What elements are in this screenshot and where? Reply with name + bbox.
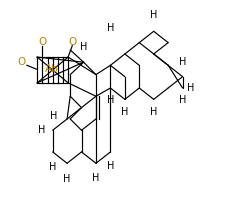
- Text: H: H: [187, 83, 195, 93]
- Text: O: O: [68, 37, 76, 47]
- Text: O: O: [38, 37, 47, 47]
- Text: H: H: [38, 125, 45, 135]
- Text: H: H: [49, 162, 56, 172]
- Text: H: H: [63, 174, 71, 184]
- Text: H: H: [150, 10, 157, 20]
- Text: O: O: [18, 57, 26, 67]
- Text: H: H: [150, 107, 157, 117]
- Text: H: H: [179, 57, 186, 67]
- Text: Ab: Ab: [45, 64, 59, 74]
- Text: H: H: [107, 23, 114, 33]
- Text: H: H: [179, 95, 186, 105]
- Text: H: H: [121, 107, 128, 117]
- Text: H: H: [80, 42, 87, 52]
- Text: H: H: [107, 95, 114, 105]
- Text: H: H: [92, 173, 100, 183]
- Text: H: H: [50, 111, 57, 121]
- Text: H: H: [107, 161, 114, 171]
